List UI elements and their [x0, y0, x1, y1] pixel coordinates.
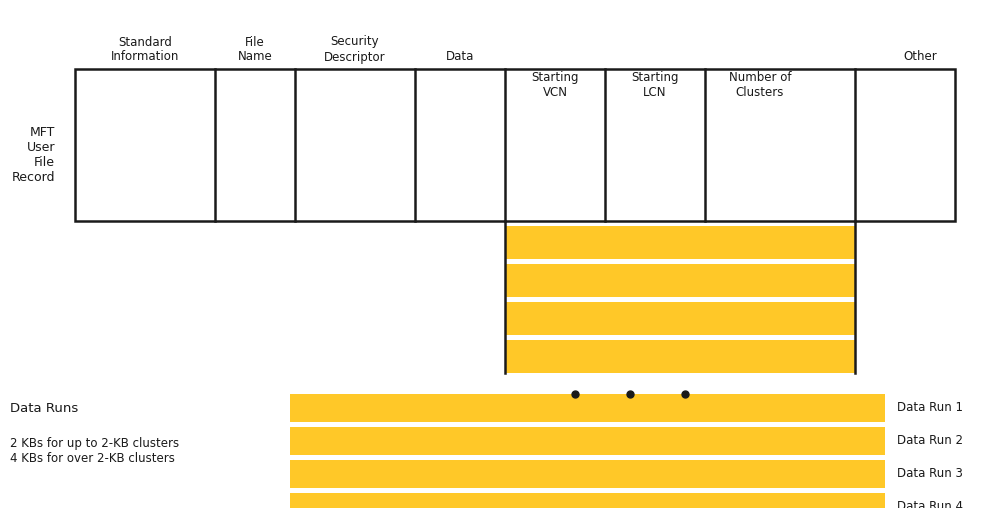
Text: Other: Other	[903, 50, 937, 64]
Text: Security
Descriptor: Security Descriptor	[324, 36, 386, 64]
Bar	[505, 226, 855, 259]
Text: Data Run 4: Data Run 4	[897, 500, 963, 508]
Text: Number of
Clusters: Number of Clusters	[729, 71, 791, 99]
Bar	[290, 394, 885, 422]
Text: MFT
User
File
Record: MFT User File Record	[12, 126, 55, 184]
Text: Standard
Information: Standard Information	[111, 36, 179, 64]
Text: Data Run 3: Data Run 3	[897, 467, 963, 480]
Text: Data Run 2: Data Run 2	[897, 434, 963, 447]
Text: Data: Data	[446, 50, 474, 64]
Text: Data Runs: Data Runs	[10, 402, 78, 416]
Bar	[505, 302, 855, 335]
Bar	[505, 340, 855, 373]
Text: Starting
LCN: Starting LCN	[631, 71, 679, 99]
Text: Starting
VCN: Starting VCN	[531, 71, 579, 99]
Bar	[505, 264, 855, 297]
Text: 2 KBs for up to 2-KB clusters
4 KBs for over 2-KB clusters: 2 KBs for up to 2-KB clusters 4 KBs for …	[10, 437, 179, 465]
Text: File
Name: File Name	[238, 36, 272, 64]
Bar	[290, 493, 885, 508]
Bar	[290, 427, 885, 455]
Bar	[290, 460, 885, 488]
Bar	[75, 69, 955, 221]
Text: Data Run 1: Data Run 1	[897, 401, 963, 414]
